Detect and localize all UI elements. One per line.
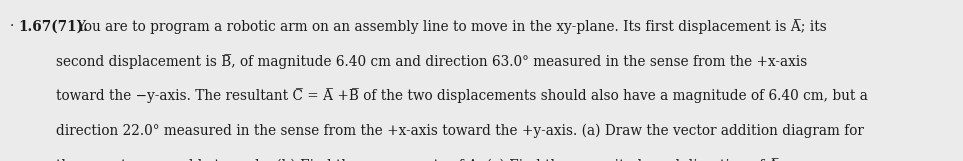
- Text: 1.67(71).: 1.67(71).: [18, 19, 89, 33]
- Text: these vectors, roughly to scale. (b) Find the components of A. (c) Find the  mag: these vectors, roughly to scale. (b) Fin…: [56, 158, 783, 161]
- Text: direction 22.0° measured in the sense from the +x-axis toward the +y-axis. (a) D: direction 22.0° measured in the sense fr…: [56, 123, 864, 137]
- Text: toward the −y-axis. The resultant C̅ = A̅ +B̅ of the two displacements should al: toward the −y-axis. The resultant C̅ = A…: [56, 89, 868, 103]
- Text: You are to program a robotic arm on an assembly line to move in the xy-plane. It: You are to program a robotic arm on an a…: [76, 19, 827, 34]
- Text: second displacement is B̅, of magnitude 6.40 cm and direction 63.0° measured in : second displacement is B̅, of magnitude …: [56, 54, 807, 69]
- Text: ·: ·: [10, 19, 13, 33]
